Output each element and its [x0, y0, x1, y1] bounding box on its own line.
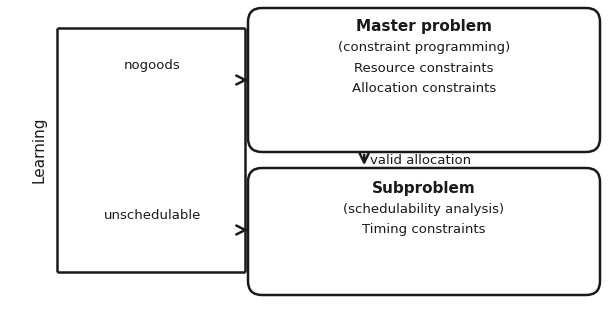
Text: Learning: Learning: [32, 117, 46, 183]
Text: (schedulability analysis): (schedulability analysis): [343, 203, 504, 217]
Text: nogoods: nogoods: [124, 59, 181, 72]
Text: Timing constraints: Timing constraints: [362, 223, 486, 236]
Text: Subproblem: Subproblem: [372, 181, 476, 196]
Text: Resource constraints: Resource constraints: [354, 61, 493, 75]
FancyBboxPatch shape: [248, 8, 600, 152]
Text: (constraint programming): (constraint programming): [338, 41, 510, 55]
Text: unschedulable: unschedulable: [104, 209, 201, 222]
Text: Master problem: Master problem: [356, 18, 492, 33]
FancyBboxPatch shape: [248, 168, 600, 295]
Text: valid allocation: valid allocation: [370, 154, 472, 167]
Text: Allocation constraints: Allocation constraints: [352, 81, 496, 95]
